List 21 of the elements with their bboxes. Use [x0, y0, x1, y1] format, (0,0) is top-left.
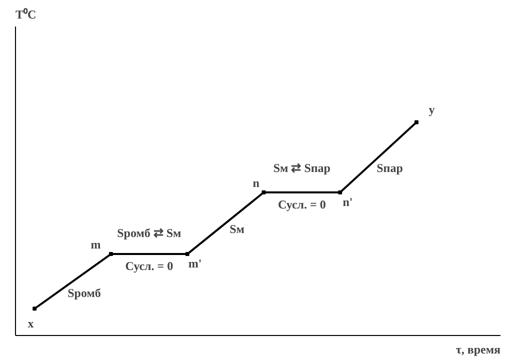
x-tick-label: m' — [188, 256, 202, 271]
text: T⁰C — [16, 8, 36, 22]
point — [32, 306, 37, 311]
annotation: Sпар — [376, 161, 404, 176]
point — [108, 252, 113, 256]
x-tick-label: x — [28, 316, 34, 331]
annotation: Sм — [230, 222, 244, 236]
point — [338, 190, 342, 194]
annotation: Сусл. = 0 — [125, 259, 174, 274]
x-axis-title: τ, время — [456, 342, 502, 356]
point — [414, 120, 418, 124]
x-tick-label: y — [428, 102, 435, 116]
annotation: Sромб — [68, 286, 101, 300]
annotation: Sромб ⇄ Sм — [117, 226, 182, 240]
annotation: Сусл. = 0 — [278, 197, 326, 212]
point — [262, 190, 266, 194]
x-tick-label: n — [252, 176, 260, 190]
x-tick-label: n' — [342, 195, 353, 210]
x-tick-label: m — [90, 237, 101, 252]
annotation: Sм ⇄ Sпар — [273, 161, 331, 176]
point — [185, 252, 190, 256]
